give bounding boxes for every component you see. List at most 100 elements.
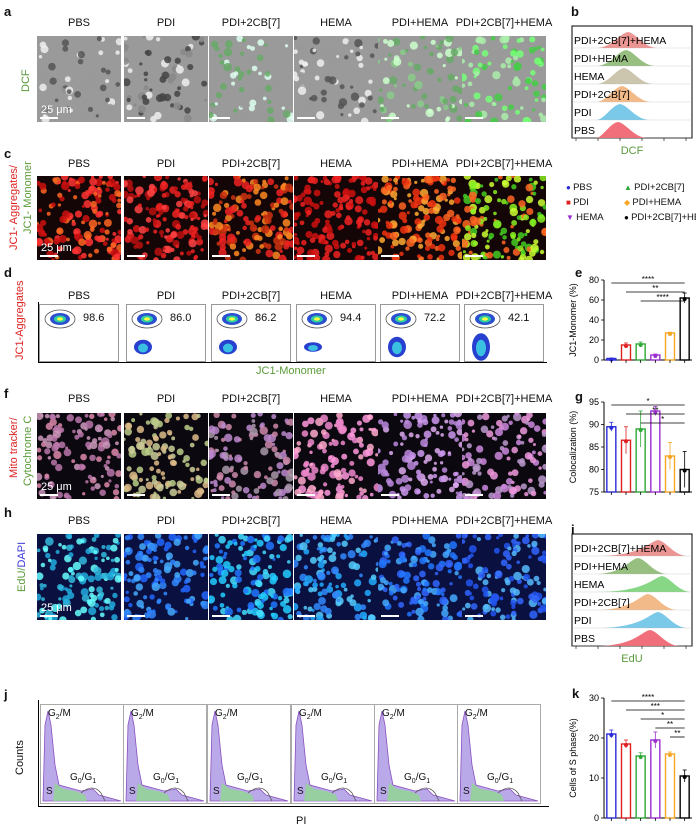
column-header: HEMA [320,17,352,29]
edu-image [294,534,378,620]
y-tick-label: 20 [589,335,599,345]
histogram-curve [596,576,692,592]
edu-image [124,534,208,620]
dcf-image: 25 μm [37,36,121,122]
g2m-label: G2/M [382,708,405,721]
flow-scatter-plot [126,304,206,362]
scale-bar-label: 25 μm [41,242,72,254]
significance-label: **** [656,293,668,302]
column-header: PDI+2CB[7] [221,515,281,527]
y-axis-label: Colocalization (%) [568,411,578,484]
bar [679,297,690,361]
axis-label-jc1-aggregates: JC1-Aggregates [14,280,26,361]
mito-image [462,413,546,499]
legend-marker: ▲ [624,183,635,192]
g0g1-label: G0/G1 [487,772,514,785]
cell-cycle-histogram [291,704,375,804]
row-label-jc1-aggregates: JC1- Aggregates/ [8,165,20,250]
dcf-image [209,36,293,122]
legend-marker: ◆ [624,198,633,207]
histogram-curve [596,540,688,556]
column-header: PBS [67,515,90,527]
jc1-image [378,176,462,260]
s-phase-label: S [46,786,53,797]
data-point [682,468,687,473]
cells-illustration [37,36,121,122]
cells-illustration [378,413,462,499]
histogram-label: PBS [574,125,595,137]
edu-image: 25 μm [37,534,121,620]
cells-illustration [124,176,208,260]
column-header: PDI+HEMA [391,515,449,527]
histogram-xlabel: EdU [621,653,642,665]
cell-cycle-histogram [40,704,124,804]
cycle-plot [459,710,539,802]
flow-scatter-plot [464,304,544,362]
legend-label: PDI+2CB[7]+HEMA [631,212,696,223]
panel-label-d: d [4,265,12,280]
data-point [668,753,672,757]
y-tick-label: 90 [589,420,599,430]
histogram-label: HEMA [574,579,604,591]
g2m-label: G2/M [131,708,154,721]
cell-cycle-histogram [374,704,458,804]
dcf-flow-histogram: PDI+2CB[7]+HEMA PDI+HEMA HEMA PDI+2CB[7] PDI… [571,25,693,157]
panel-label-e: e [575,265,583,280]
histogram-curve [596,122,648,138]
data-point [682,775,687,779]
y-tick-label: 30 [589,693,599,703]
gate-percentage: 94.4 [340,312,362,324]
gate-percentage: 98.6 [83,312,105,324]
scale-bar [381,255,399,257]
scale-bar [40,117,58,119]
cells-illustration [294,176,378,260]
row-label-jc1-monomer: JC1- Monomer [22,161,34,234]
group-legend: ● PBS ▲ PDI+2CB[7] ■ PDI ◆ PDI+HEMA ▼ HEMA ● … [566,182,696,232]
panel-label-g: g [575,389,583,404]
histogram-label: PDI+2CB[7] [574,597,630,609]
data-point [624,344,628,348]
bar [606,426,617,493]
flow-scatter-plot [380,304,460,362]
cells-illustration [124,413,208,499]
edu-image [462,534,546,620]
edu-flow-histogram: PDI+2CB[7]+HEMA PDI+HEMA HEMA PDI+2CB[7] PDI… [571,533,693,665]
data-point [638,343,643,347]
row-label-cytochrome-c: Cytochrome C [22,415,34,486]
scale-bar [381,615,399,617]
dcf-image [378,36,462,122]
y-tick-label: 75 [589,487,599,497]
s-phase-label: S [297,786,304,797]
legend-marker: ■ [566,198,574,207]
y-tick-label: 60 [589,295,599,305]
row-label-edu-dapi: EdU/DAPI [16,541,28,592]
cells-illustration [294,534,378,620]
cells-illustration [378,534,462,620]
scale-bar [127,494,145,496]
legend-marker: ● [624,213,632,222]
histogram-curve [596,630,680,646]
significance-label: * [661,711,664,720]
mito-image [378,413,462,499]
scale-bar [381,494,399,496]
data-point [682,297,687,301]
flow-density [131,309,163,355]
jc1-image [124,176,208,260]
scale-bar [465,117,483,119]
histogram-curve [596,594,678,610]
column-header: PDI+2CB[7]+HEMA [455,393,553,405]
edu-image [378,534,462,620]
cells-illustration [209,176,293,260]
cells-illustration [462,413,546,499]
panel-label-c: c [4,146,12,161]
dcf-image [462,36,546,122]
legend-item: ◆ PDI+HEMA [624,197,681,208]
significance-label: **** [642,275,654,284]
mito-image: 25 μm [37,413,121,499]
histogram-curve [596,50,656,66]
flow-scatter-plot [296,304,376,362]
cells-illustration [124,534,208,620]
panel-label-i: i [571,522,575,537]
significance-label: * [661,415,664,424]
